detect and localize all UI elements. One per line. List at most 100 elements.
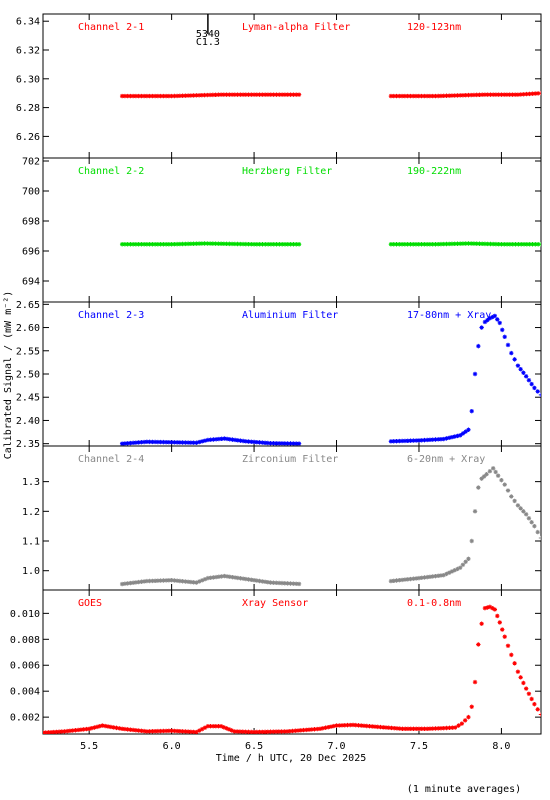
data-point: [370, 724, 375, 729]
data-point: [457, 565, 463, 570]
data-point: [75, 727, 81, 733]
data-point: [388, 578, 394, 584]
data-point: [155, 728, 161, 734]
data-point: [405, 577, 410, 582]
data-point: [219, 574, 224, 579]
data-point: [524, 91, 529, 97]
data-point: [232, 575, 238, 580]
data-point: [516, 242, 521, 247]
data-point: [411, 576, 416, 581]
data-point: [254, 578, 260, 583]
data-point: [174, 578, 180, 583]
data-point: [257, 242, 262, 247]
data-point: [254, 92, 260, 97]
data-point: [397, 726, 402, 731]
data-point: [441, 725, 446, 731]
panel-label: Channel 2-3: [78, 310, 144, 321]
data-point: [424, 242, 430, 247]
data-point: [413, 93, 419, 99]
y-tick-label: 2.65: [16, 300, 40, 311]
data-point: [235, 575, 240, 581]
data-point: [180, 729, 185, 734]
data-point: [139, 728, 144, 734]
data-point: [224, 574, 230, 579]
panel-label: Zirconium Filter: [242, 454, 338, 465]
data-point: [174, 93, 180, 99]
data-point: [150, 242, 155, 247]
data-point: [405, 438, 410, 443]
data-point: [479, 241, 485, 247]
data-point: [438, 93, 444, 99]
data-point: [114, 725, 119, 731]
data-point: [271, 441, 276, 446]
data-point: [427, 93, 433, 99]
data-point: [268, 441, 273, 446]
data-point: [240, 729, 245, 734]
data-point: [238, 92, 243, 97]
data-point: [130, 440, 136, 446]
data-point: [519, 242, 524, 247]
data-point: [450, 725, 455, 730]
data-point: [251, 242, 257, 247]
data-point: [466, 92, 471, 98]
data-point: [229, 92, 235, 97]
data-point: [188, 440, 194, 445]
data-point: [408, 93, 413, 99]
data-point: [399, 242, 405, 247]
data-point: [422, 93, 427, 99]
data-point: [237, 729, 243, 734]
data-point: [166, 93, 172, 99]
data-point: [419, 575, 424, 580]
data-point: [205, 437, 211, 443]
data-point: [158, 242, 163, 247]
data-point: [515, 363, 521, 368]
data-point: [251, 578, 257, 583]
data-point: [399, 438, 405, 444]
data-point: [509, 350, 514, 356]
data-point: [188, 241, 194, 247]
data-point: [51, 729, 56, 734]
data-point: [274, 441, 279, 446]
data-point: [213, 92, 218, 97]
data-point: [139, 93, 144, 99]
data-point: [257, 92, 262, 97]
data-point: [389, 725, 394, 731]
data-point: [73, 728, 78, 733]
data-point: [472, 679, 478, 685]
panel-frame: [42, 589, 542, 735]
data-point: [466, 714, 471, 720]
data-point: [97, 724, 102, 729]
data-point: [249, 729, 254, 734]
data-point: [469, 704, 474, 709]
data-point: [122, 726, 128, 732]
data-point: [274, 580, 279, 586]
data-point: [444, 436, 449, 441]
data-point: [320, 726, 325, 731]
data-point: [141, 579, 147, 584]
data-point: [328, 724, 334, 729]
data-point: [128, 580, 133, 586]
data-point: [144, 439, 150, 445]
data-point: [191, 580, 196, 585]
data-point: [397, 242, 402, 247]
data-point: [463, 429, 468, 434]
data-point: [487, 316, 493, 321]
data-point: [482, 92, 488, 97]
data-point: [405, 242, 410, 247]
panel-channel-2-2: 694 696 698 700 702 Channel 2-2 Herzberg Filte…: [22, 157, 542, 303]
y-tick-label: 1.2: [22, 507, 40, 518]
y-tick-label: 0.008: [10, 635, 40, 646]
data-point: [174, 241, 180, 247]
data-point: [402, 93, 408, 99]
data-point: [202, 438, 208, 443]
data-point: [337, 723, 342, 728]
data-point: [94, 724, 100, 730]
data-point: [468, 241, 474, 246]
data-point: [411, 726, 416, 732]
data-point: [479, 476, 484, 481]
data-point: [471, 92, 477, 98]
data-point: [213, 437, 219, 442]
data-point: [188, 729, 194, 734]
y-tick-label: 698: [22, 217, 40, 228]
data-point: [293, 581, 299, 586]
